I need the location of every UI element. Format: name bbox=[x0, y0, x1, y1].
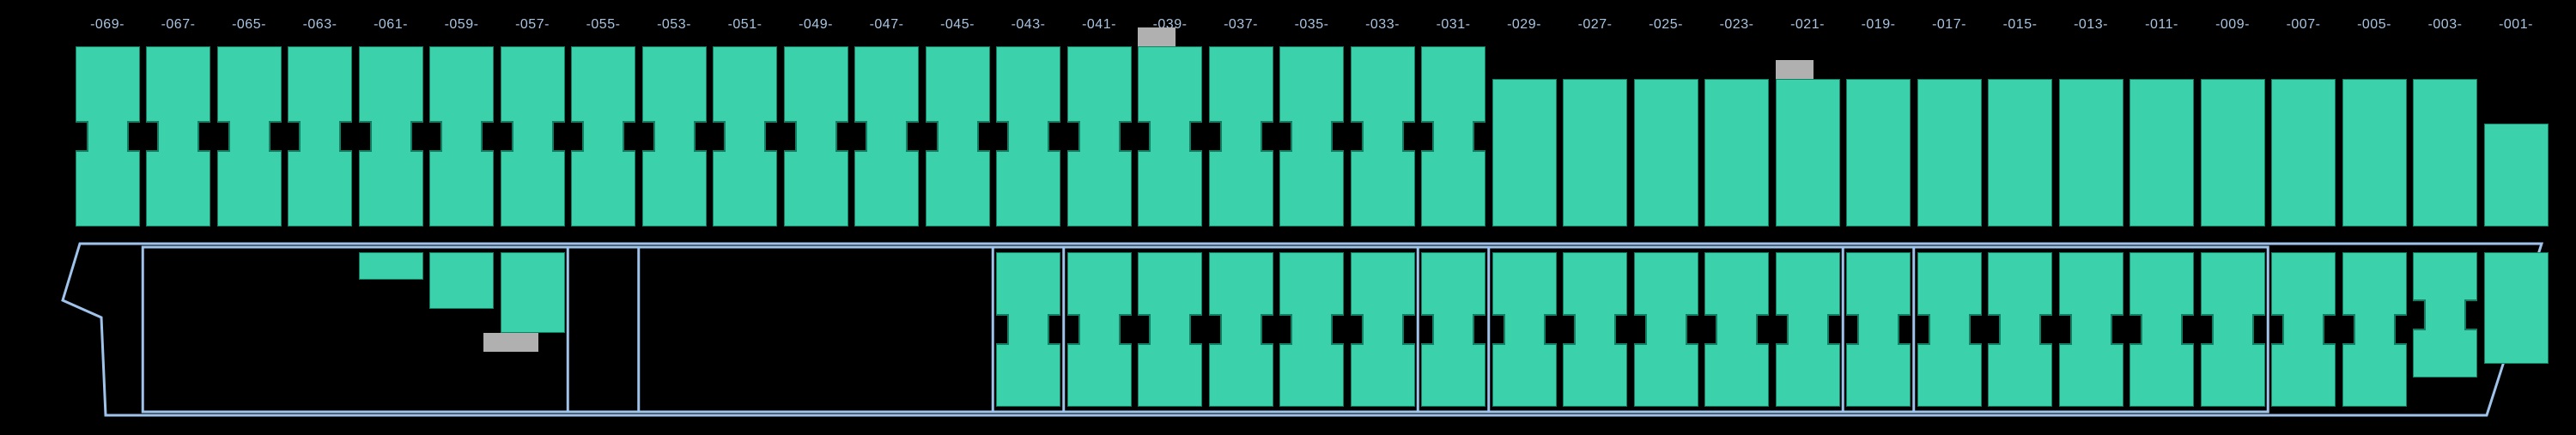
hold-container[interactable] bbox=[1846, 252, 1911, 411]
hold-container[interactable] bbox=[429, 252, 494, 313]
deck-container[interactable] bbox=[2201, 79, 2265, 231]
bay-label: -021- bbox=[1790, 17, 1825, 33]
bay-label: -061- bbox=[374, 17, 408, 33]
deck-container[interactable] bbox=[1421, 46, 1485, 231]
deck-container[interactable] bbox=[571, 46, 635, 231]
deck-container[interactable] bbox=[926, 46, 990, 231]
hold-container[interactable] bbox=[2129, 252, 2194, 411]
accent-marker bbox=[1776, 60, 1814, 79]
bay-label: -001- bbox=[2499, 17, 2533, 33]
deck-container[interactable] bbox=[1209, 46, 1273, 231]
bay-label: -047- bbox=[870, 17, 904, 33]
deck-container[interactable] bbox=[1776, 79, 1840, 231]
bay-label: -003- bbox=[2428, 17, 2463, 33]
bay-label: -019- bbox=[1862, 17, 1896, 33]
accent-marker bbox=[1138, 27, 1176, 46]
deck-container[interactable] bbox=[1846, 79, 1911, 231]
deck-container[interactable] bbox=[1704, 79, 1769, 231]
deck-container[interactable] bbox=[1067, 46, 1132, 231]
deck-container[interactable] bbox=[359, 46, 423, 231]
deck-container[interactable] bbox=[854, 46, 919, 231]
hold-container[interactable] bbox=[2059, 252, 2123, 411]
bay-label: -007- bbox=[2287, 17, 2321, 33]
bay-label: -013- bbox=[2074, 17, 2108, 33]
bay-label: -057- bbox=[515, 17, 550, 33]
deck-container[interactable] bbox=[2342, 79, 2407, 231]
bay-label: -053- bbox=[657, 17, 691, 33]
deck-container[interactable] bbox=[2271, 79, 2336, 231]
deck-container[interactable] bbox=[784, 46, 848, 231]
accent-marker bbox=[483, 333, 538, 352]
deck-container[interactable] bbox=[146, 46, 210, 231]
hold-container[interactable] bbox=[359, 252, 423, 284]
deck-container[interactable] bbox=[1492, 79, 1557, 231]
bay-label: -069- bbox=[90, 17, 125, 33]
bay-label: -009- bbox=[2215, 17, 2250, 33]
hold-container[interactable] bbox=[996, 252, 1060, 411]
hold-container[interactable] bbox=[1067, 252, 1132, 411]
deck-container[interactable] bbox=[1138, 46, 1202, 231]
bay-label: -065- bbox=[232, 17, 266, 33]
hold-container[interactable] bbox=[501, 252, 565, 337]
hold-container[interactable] bbox=[1351, 252, 1415, 411]
bay-label: -063- bbox=[303, 17, 337, 33]
deck-container[interactable] bbox=[642, 46, 707, 231]
deck-container[interactable] bbox=[996, 46, 1060, 231]
deck-container[interactable] bbox=[1279, 46, 1344, 231]
hold-container[interactable] bbox=[1138, 252, 1202, 411]
bay-label: -067- bbox=[161, 17, 196, 33]
hold-container[interactable] bbox=[1209, 252, 1273, 411]
deck-container[interactable] bbox=[1988, 79, 2052, 231]
hold-container[interactable] bbox=[1704, 252, 1769, 411]
deck-container[interactable] bbox=[1351, 46, 1415, 231]
bay-label: -027- bbox=[1578, 17, 1613, 33]
deck-container[interactable] bbox=[76, 46, 140, 231]
deck-container[interactable] bbox=[2059, 79, 2123, 231]
hold-container[interactable] bbox=[1421, 252, 1485, 411]
deck-container[interactable] bbox=[2413, 79, 2477, 231]
hold-container[interactable] bbox=[2271, 252, 2336, 411]
deck-container[interactable] bbox=[429, 46, 494, 231]
hold-container[interactable] bbox=[2413, 252, 2477, 382]
hold-container[interactable] bbox=[1917, 252, 1982, 411]
deck-container[interactable] bbox=[501, 46, 565, 231]
deck-container[interactable] bbox=[713, 46, 777, 231]
bay-label: -017- bbox=[1932, 17, 1966, 33]
bay-label: -015- bbox=[2003, 17, 2038, 33]
hold-container[interactable] bbox=[1988, 252, 2052, 411]
bay-label: -037- bbox=[1224, 17, 1258, 33]
cargo-hold-cell bbox=[568, 247, 1064, 412]
hold-container[interactable] bbox=[1563, 252, 1627, 411]
hold-container[interactable] bbox=[1279, 252, 1344, 411]
bay-label: -059- bbox=[445, 17, 479, 33]
hold-container[interactable] bbox=[1634, 252, 1698, 411]
deck-container[interactable] bbox=[1917, 79, 1982, 231]
deck-container[interactable] bbox=[1563, 79, 1627, 231]
bay-label: -025- bbox=[1649, 17, 1683, 33]
deck-container[interactable] bbox=[2484, 124, 2549, 231]
bay-label: -051- bbox=[728, 17, 762, 33]
hold-container[interactable] bbox=[2342, 252, 2407, 411]
bay-label: -055- bbox=[586, 17, 621, 33]
bay-label: -049- bbox=[799, 17, 833, 33]
bay-label: -011- bbox=[2145, 17, 2178, 33]
deck-container[interactable] bbox=[2129, 79, 2194, 231]
bay-label: -035- bbox=[1295, 17, 1329, 33]
bay-label: -005- bbox=[2357, 17, 2391, 33]
deck-container[interactable] bbox=[1634, 79, 1698, 231]
bay-label: -023- bbox=[1720, 17, 1754, 33]
bay-label: -041- bbox=[1082, 17, 1116, 33]
hold-container[interactable] bbox=[1492, 252, 1557, 411]
hold-container[interactable] bbox=[2484, 252, 2549, 368]
deck-container[interactable] bbox=[217, 46, 282, 231]
bay-label: -029- bbox=[1507, 17, 1541, 33]
hold-container[interactable] bbox=[1776, 252, 1840, 411]
hold-container[interactable] bbox=[2201, 252, 2265, 411]
bay-label: -031- bbox=[1437, 17, 1471, 33]
bay-label: -033- bbox=[1365, 17, 1400, 33]
bay-label: -045- bbox=[940, 17, 975, 33]
deck-container[interactable] bbox=[288, 46, 352, 231]
bay-label: -043- bbox=[1012, 17, 1046, 33]
